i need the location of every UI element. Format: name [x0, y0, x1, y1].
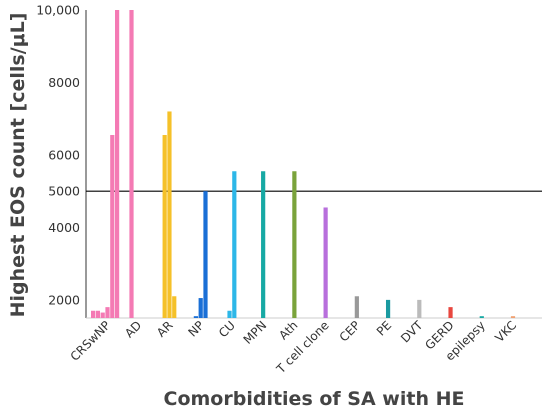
bar	[129, 10, 134, 318]
bar	[193, 316, 198, 318]
axes	[85, 10, 542, 319]
bar	[172, 296, 177, 318]
bar	[167, 111, 172, 319]
bar	[227, 310, 232, 318]
bar	[292, 171, 297, 318]
bar	[323, 207, 328, 318]
bar	[232, 171, 237, 318]
bar	[417, 299, 422, 318]
x-tick-label: PE	[374, 318, 394, 338]
bar	[95, 310, 100, 318]
y-axis-title: Highest EOS count [cells/μL]	[7, 13, 29, 318]
y-tick-labels: 2000 4000 5000 6000 8000 10,000	[36, 3, 80, 308]
bar	[385, 299, 391, 318]
x-tick-label: MPN	[241, 318, 270, 347]
x-tick-label: NP	[185, 318, 206, 339]
y-tick-label: 8000	[48, 75, 80, 90]
y-tick-label: 2000	[48, 292, 80, 307]
x-tick-label: CEP	[337, 318, 363, 344]
x-tick-label: Ath	[276, 318, 300, 342]
bar	[198, 298, 203, 318]
bar	[115, 10, 120, 318]
x-axis-title: Comorbidities of SA with HE	[164, 388, 465, 410]
bar	[91, 310, 96, 318]
bar	[110, 135, 115, 318]
x-tick-label: AD	[122, 318, 144, 340]
bar	[448, 307, 453, 318]
y-tick-label: 5000	[48, 184, 80, 199]
bar	[162, 135, 167, 318]
bar	[479, 316, 484, 318]
bar	[510, 316, 516, 318]
bar	[203, 191, 208, 318]
bar	[100, 312, 105, 318]
x-tick-label: VKC	[492, 318, 519, 345]
x-tick-label: CU	[216, 318, 238, 340]
bar	[261, 171, 266, 318]
x-tick-label: AR	[154, 318, 176, 340]
y-tick-label: 6000	[48, 147, 80, 162]
y-tick-label: 4000	[48, 220, 80, 235]
x-tick-label: CRSwNP	[68, 318, 114, 364]
bar	[354, 296, 359, 318]
bar	[105, 307, 110, 318]
x-tick-label: DVT	[398, 318, 426, 346]
y-tick-label: 10,000	[36, 3, 80, 18]
bars	[91, 10, 516, 319]
